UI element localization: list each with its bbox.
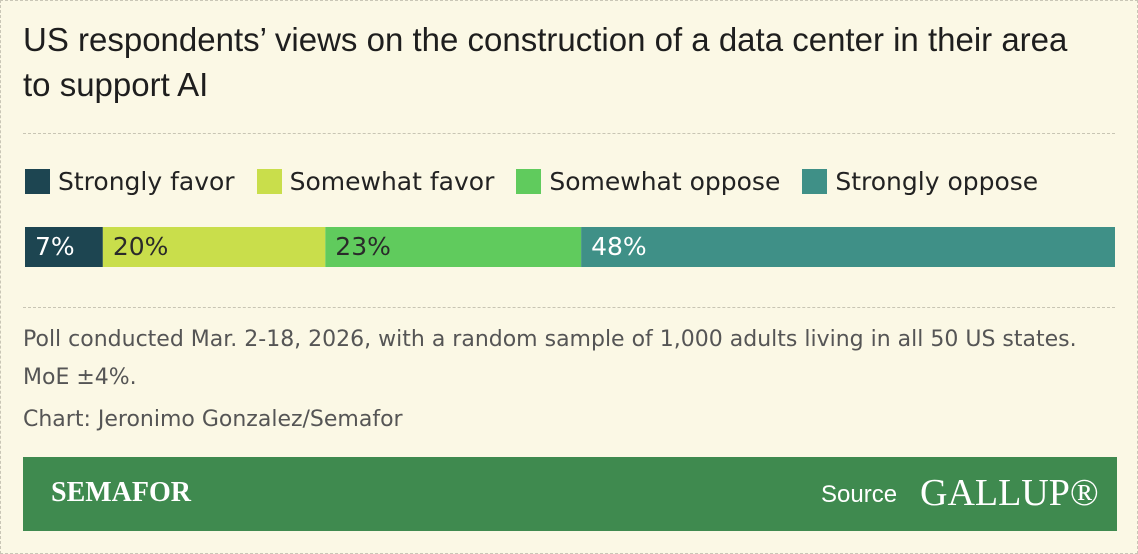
separator (23, 307, 1115, 308)
chart-title: US respondents’ views on the constructio… (23, 21, 1068, 103)
bar-segment (325, 227, 582, 267)
legend-item: Somewhat oppose (516, 167, 780, 196)
value-label: 7% (35, 232, 75, 261)
bar-chart: 7% 20% 23% 48% (25, 227, 1115, 267)
value-label: 23% (335, 232, 391, 261)
legend-item: Strongly oppose (802, 167, 1038, 196)
legend-label: Somewhat oppose (549, 167, 781, 196)
bar-segment (581, 227, 1115, 267)
legend-swatch (516, 169, 542, 194)
legend-label: Somewhat favor (289, 167, 495, 196)
legend-swatch (25, 169, 50, 194)
legend-item: Strongly favor (25, 167, 235, 196)
bar-segment (102, 227, 326, 267)
legend-item: Somewhat favor (256, 167, 495, 196)
brand: SEMAFOR (51, 477, 191, 508)
legend-swatch (802, 169, 828, 194)
legend-label: Strongly oppose (835, 167, 1039, 196)
note: Poll conducted Mar. 2-18, 2026, with a r… (23, 327, 1077, 390)
bar-segment (25, 227, 103, 267)
separator (23, 133, 1115, 134)
footer: SEMAFOR Source GALLUP® (23, 457, 1117, 531)
legend-label: Strongly favor (58, 167, 235, 196)
source: GALLUP® (920, 472, 1099, 514)
legend: Strongly favor Somewhat favor Somewhat opp… (25, 167, 1038, 196)
legend-swatch (256, 169, 282, 194)
value-label: 48% (591, 232, 647, 261)
value-label: 20% (113, 232, 169, 261)
source-label: Source (821, 481, 898, 508)
credit: Chart: Jeronimo Gonzalez/Semafor (23, 407, 403, 432)
